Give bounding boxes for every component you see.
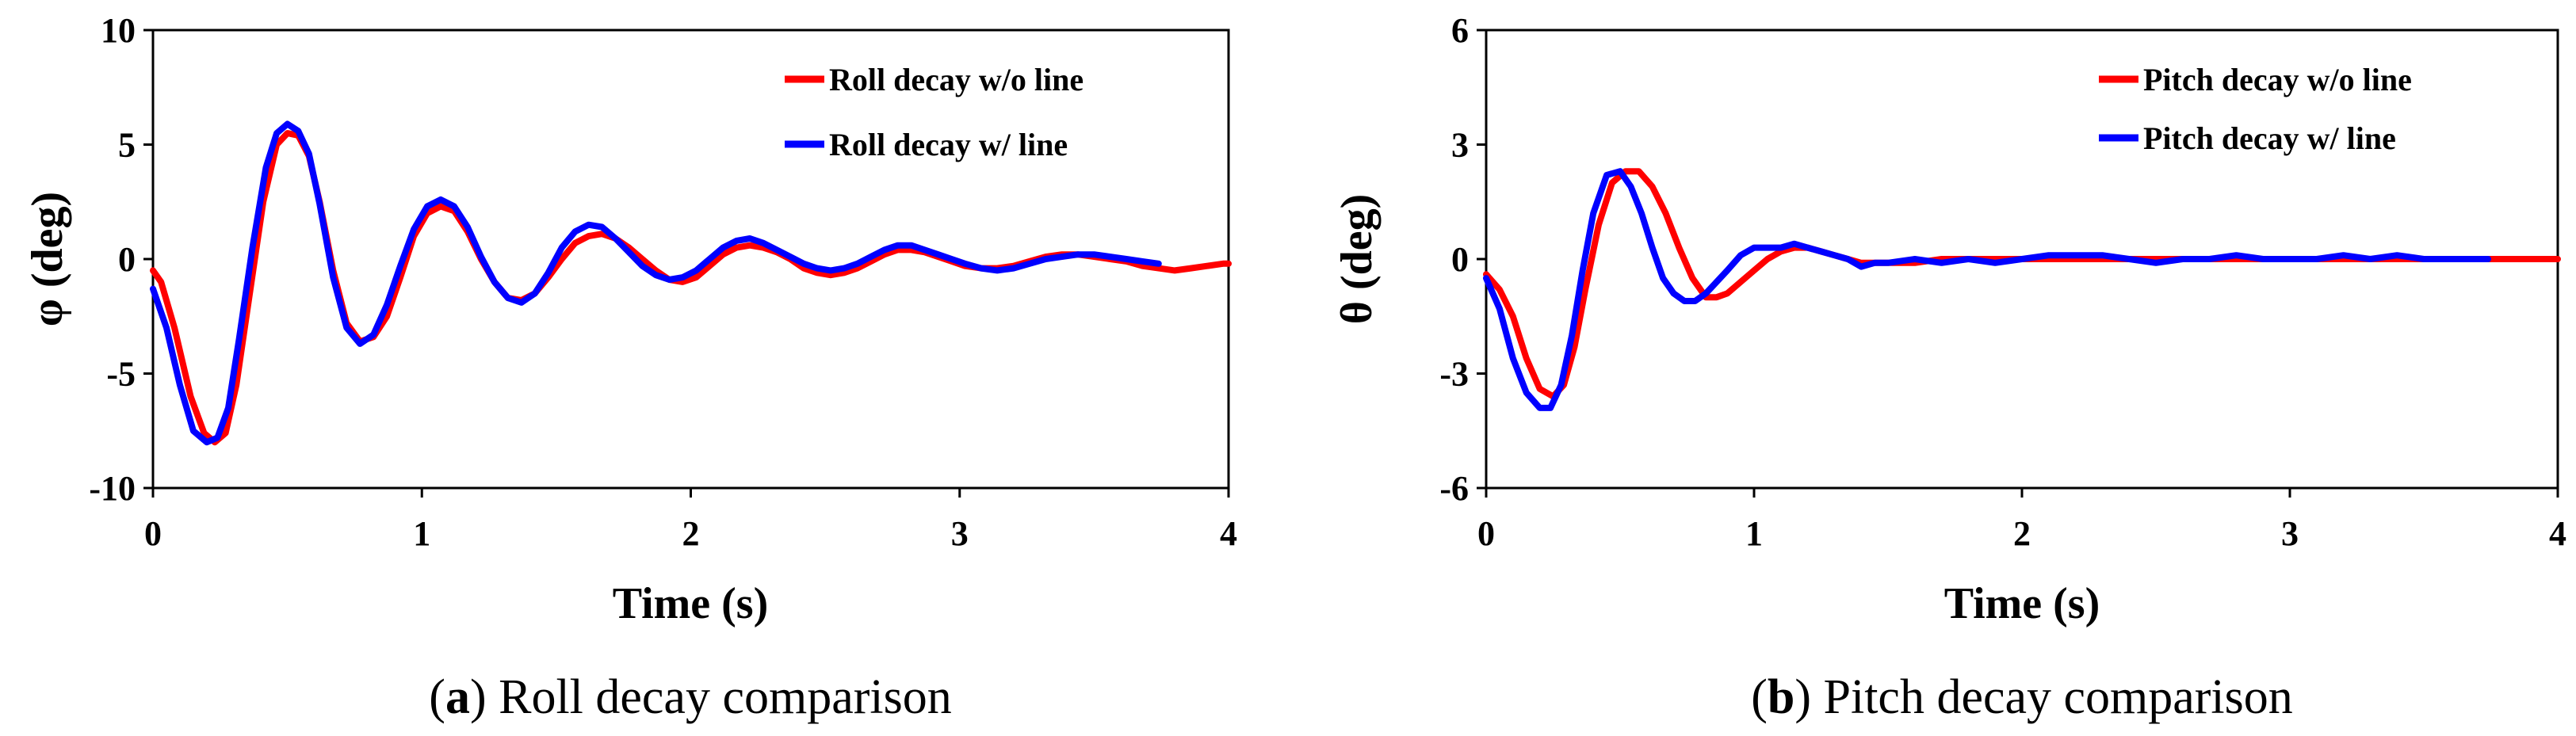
panel-b-caption: (b) Pitch decay comparison [1751,670,2293,724]
panel-b: -6 -3 0 3 6 0 1 2 3 4 Time (s) θ (deg) Pitch dec… [1332,11,2566,724]
panel-a-x-tick-label: 4 [1220,514,1237,553]
panel-b-y-tick-label: -3 [1439,355,1469,394]
panel-b-x-tick-label: 4 [2549,514,2566,553]
panel-b-y-tick-label: 0 [1451,240,1469,279]
panel-a-x-tick-label: 3 [951,514,969,553]
panel-b-series [1483,168,2561,411]
panel-a-x-tick-label: 0 [144,514,162,553]
panel-a-x-tick-label: 1 [413,514,430,553]
panel-b-series-line-w-line [1483,168,2492,411]
panel-a-y-tick-label: 5 [118,126,136,165]
panel-b-x-ticks: 0 1 2 3 4 [1477,488,2566,553]
panel-b-caption-text: Pitch decay comparison [1811,670,2293,724]
panel-a-caption: (a) Roll decay comparison [429,670,951,724]
panel-b-x-tick-label: 1 [1745,514,1763,553]
panel-a-x-tick-label: 2 [682,514,700,553]
panel-a-y-ticks: -10 -5 0 5 10 [89,11,153,508]
panel-a-legend-label-wo-line: Roll decay w/o line [829,62,1084,97]
panel-b-y-tick-label: 6 [1451,11,1469,50]
panel-b-y-ticks: -6 -3 0 3 6 [1439,11,1486,508]
panel-a-caption-letter: a [445,670,470,724]
panel-a: -10 -5 0 5 10 0 1 2 3 4 Time (s) φ (deg) Roll de… [23,11,1237,724]
panel-a-y-tick-label: -5 [106,355,136,394]
panel-a-y-tick-label: 0 [118,240,136,279]
panel-b-series-line-wo-line [1483,168,2561,400]
panel-a-x-axis-title: Time (s) [613,579,769,628]
panel-b-y-tick-label: 3 [1451,126,1469,165]
panel-b-legend: Pitch decay w/o line Pitch decay w/ line [2099,62,2412,156]
panel-b-y-tick-label: -6 [1439,469,1469,508]
panel-a-legend-label-w-line: Roll decay w/ line [829,127,1068,162]
panel-a-series-line-w-line [150,120,1162,446]
panel-b-x-tick-label: 2 [2013,514,2031,553]
panel-b-x-axis-title: Time (s) [1944,579,2100,628]
panel-b-legend-label-w-line: Pitch decay w/ line [2143,120,2396,156]
panel-a-series [150,120,1232,446]
panel-b-caption-letter: b [1768,670,1794,724]
panel-b-legend-label-wo-line: Pitch decay w/o line [2143,62,2412,97]
panel-b-x-tick-label: 0 [1477,514,1495,553]
panel-a-y-axis-title: φ (deg) [23,192,72,326]
panel-a-legend: Roll decay w/o line Roll decay w/ line [785,62,1084,162]
panel-a-x-ticks: 0 1 2 3 4 [144,488,1237,553]
panel-a-y-tick-label: 10 [101,11,136,50]
panel-a-y-tick-label: -10 [89,469,136,508]
panel-b-x-tick-label: 3 [2281,514,2299,553]
panel-a-caption-text: Roll decay comparison [487,670,952,724]
panel-b-y-axis-title: θ (deg) [1332,194,1382,325]
